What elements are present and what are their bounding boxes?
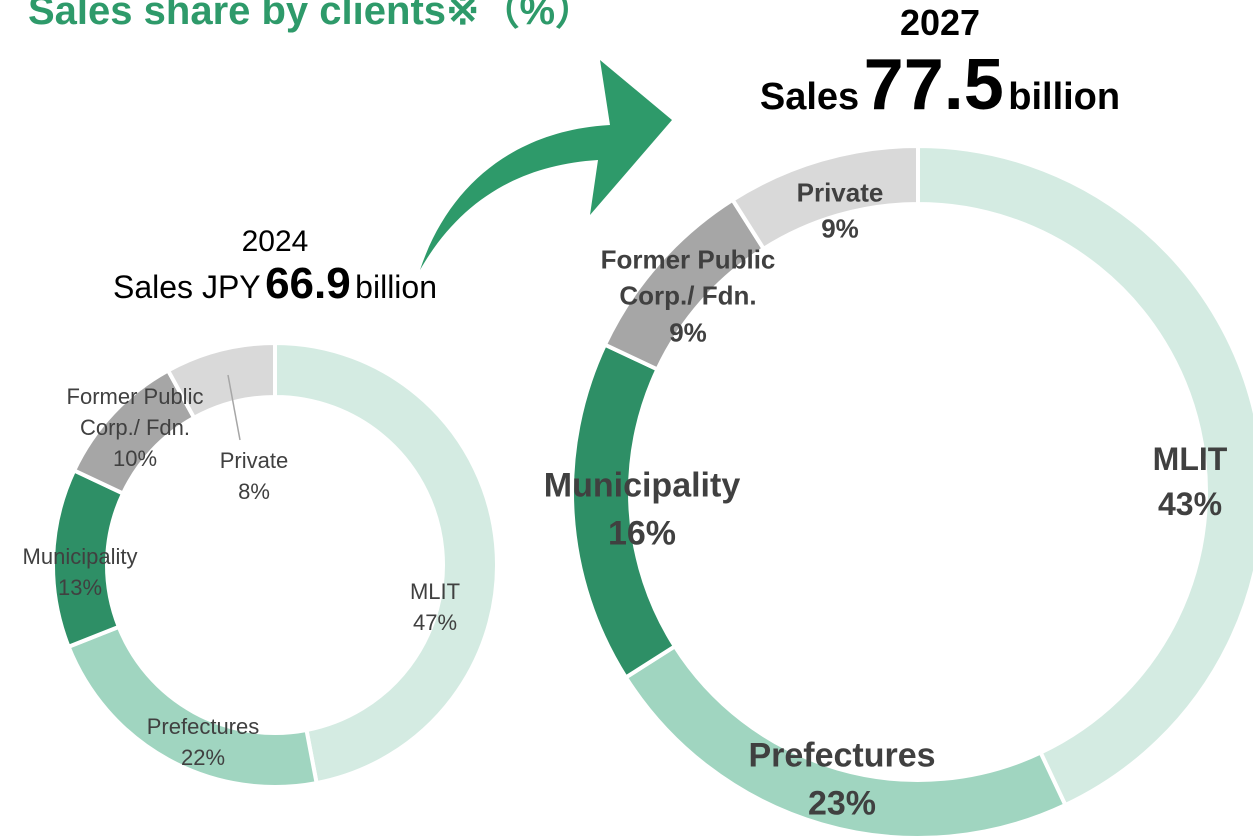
category-label: MLIT xyxy=(409,579,461,605)
segment-label: MLIT 43% xyxy=(1120,437,1253,527)
leader-line xyxy=(227,374,241,441)
value-label: 16% xyxy=(607,514,677,552)
total-line: Sales JPY 66.9 billion xyxy=(113,259,437,309)
segment-label: Municipality 16% xyxy=(522,462,762,557)
segment-label: Private 8% xyxy=(199,446,309,508)
total-line: Sales 77.5 billion xyxy=(760,44,1120,126)
category-label: Former Public Corp./ Fdn. xyxy=(600,244,776,311)
total-suffix: billion xyxy=(1008,76,1121,118)
category-label: Private xyxy=(796,177,884,208)
total-value: 66.9 xyxy=(265,259,351,308)
segment-label: Prefectures 22% xyxy=(123,712,283,774)
value-label: 8% xyxy=(238,479,270,504)
total-prefix: Sales JPY xyxy=(113,269,261,305)
segment-label: MLIT 47% xyxy=(375,577,495,639)
donut-segment xyxy=(916,143,1253,808)
category-label: Municipality xyxy=(22,544,138,570)
main-title: Sales share by clients※（%） xyxy=(28,0,596,33)
chart-heading: 2027 Sales 77.5 billion xyxy=(760,2,1120,126)
value-label: 43% xyxy=(1157,486,1223,522)
category-label: Former Public Corp./ Fdn. xyxy=(66,383,204,440)
arrow xyxy=(420,60,672,270)
value-label: 10% xyxy=(112,445,158,471)
category-label: Prefectures xyxy=(146,714,260,740)
segment-label: Private 9% xyxy=(770,175,910,248)
value-label: 9% xyxy=(821,214,859,244)
total-suffix: billion xyxy=(355,269,437,305)
segment-label: Former Public Corp./ Fdn. 10% xyxy=(50,382,220,474)
category-label: MLIT xyxy=(1152,441,1228,478)
donut-segment xyxy=(729,143,920,252)
value-label: 13% xyxy=(57,575,103,600)
value-label: 47% xyxy=(412,610,458,635)
segment-label: Municipality 13% xyxy=(0,542,160,604)
value-label: 22% xyxy=(180,745,226,770)
category-label: Private xyxy=(219,448,289,474)
chart-year: 2024 xyxy=(241,225,309,258)
category-label: Municipality xyxy=(543,466,741,505)
segment-label: Former Public Corp./ Fdn. 9% xyxy=(573,241,803,350)
total-value: 77.5 xyxy=(863,45,1004,125)
donut-segment xyxy=(165,340,277,421)
chart-year: 2027 xyxy=(899,2,981,43)
total-prefix: Sales xyxy=(759,76,860,118)
value-label: 23% xyxy=(807,784,877,822)
donut-segment xyxy=(273,340,499,786)
value-label: 9% xyxy=(669,317,707,348)
category-label: Prefectures xyxy=(748,736,936,775)
chart-heading: 2024 Sales JPY 66.9 billion xyxy=(113,225,437,309)
segment-label: Prefectures 23% xyxy=(722,732,962,827)
